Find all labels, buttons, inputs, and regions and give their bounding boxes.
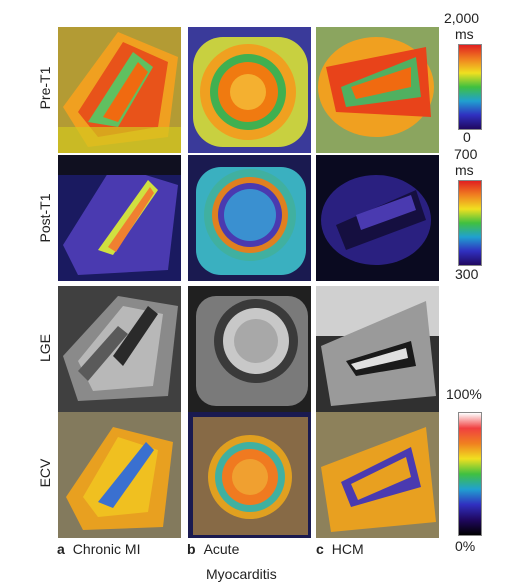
row-label-ecv: ECV <box>37 458 53 488</box>
lge-acute-image <box>188 286 311 412</box>
post-t1-acute-image <box>188 155 311 281</box>
column-name-chronic-mi: Chronic MI <box>72 541 141 557</box>
ecv-chronic-mi-image <box>58 412 181 538</box>
column-label-c: c HCM <box>316 541 364 557</box>
post-t1-colorbar <box>458 180 482 266</box>
post-t1-colorbar-max-label: 700 <box>454 146 478 162</box>
ecv-hcm-image <box>316 412 439 538</box>
pre-t1-colorbar-min-label: 0 <box>463 129 471 145</box>
post-t1-hcm-image <box>316 155 439 281</box>
lge-chronic-mi-image <box>58 286 181 412</box>
myocarditis-label: Myocarditis <box>206 566 277 582</box>
lge-hcm-image <box>316 286 439 412</box>
pre-t1-hcm-image <box>316 27 439 153</box>
post-t1-colorbar-min-label: 300 <box>455 266 479 282</box>
row-label-lge: LGE <box>37 334 53 363</box>
ecv-colorbar <box>458 412 482 536</box>
pre-t1-colorbar-unit: ms <box>455 26 474 42</box>
pre-t1-acute-image <box>188 27 311 153</box>
pre-t1-colorbar <box>458 44 482 130</box>
column-label-b: b Acute <box>187 541 239 557</box>
ecv-colorbar-max-label: 100% <box>446 386 482 402</box>
row-label-post-t1: Post-T1 <box>37 193 53 243</box>
pre-t1-colorbar-max-label: 2,000 <box>444 10 480 26</box>
column-letter-a: a <box>57 541 65 557</box>
row-label-pre-t1: Pre-T1 <box>37 66 53 110</box>
column-letter-b: b <box>187 541 196 557</box>
pre-t1-chronic-mi-image <box>58 27 181 153</box>
column-name-hcm: HCM <box>331 541 364 557</box>
post-t1-colorbar-unit: ms <box>455 162 474 178</box>
ecv-colorbar-min-label: 0% <box>455 538 476 554</box>
post-t1-chronic-mi-image <box>58 155 181 281</box>
column-letter-c: c <box>316 541 324 557</box>
column-name-acute: Acute <box>203 541 240 557</box>
column-label-a: a Chronic MI <box>57 541 140 557</box>
ecv-acute-image <box>188 412 311 538</box>
